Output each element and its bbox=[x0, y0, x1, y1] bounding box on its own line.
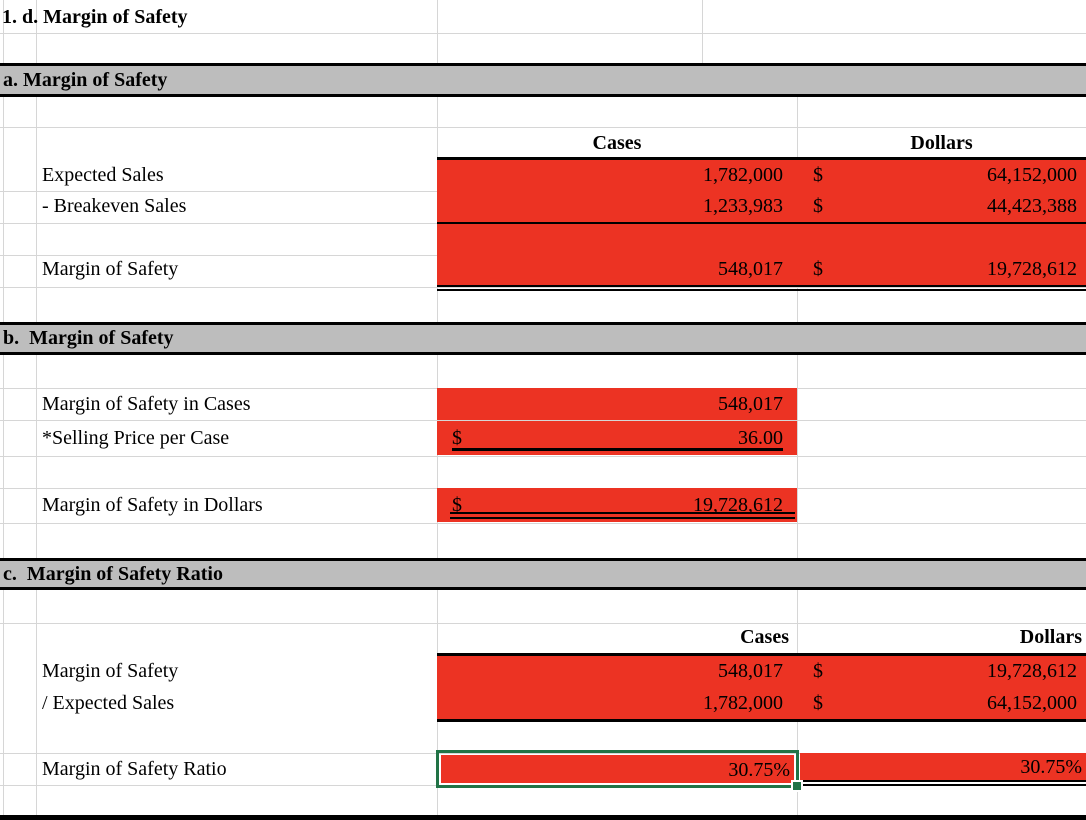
currency-symbol: $ bbox=[452, 427, 462, 449]
cell-selling-price-label[interactable]: *Selling Price per Case bbox=[42, 427, 230, 449]
section-a-banner[interactable]: a. Margin of Safety bbox=[0, 63, 1086, 97]
double-underline-c-1 bbox=[797, 780, 1086, 782]
gridline bbox=[3, 0, 4, 820]
cell-margin-of-safety-cases[interactable]: 548,017 bbox=[718, 258, 783, 280]
double-underline-a-2 bbox=[437, 289, 1086, 291]
section-b-banner[interactable]: b. Margin of Safety bbox=[0, 322, 1086, 355]
gridline bbox=[0, 127, 1086, 128]
gridline bbox=[702, 0, 703, 63]
gridline bbox=[0, 523, 1086, 524]
cell-ratio-expected-label[interactable]: / Expected Sales bbox=[42, 692, 175, 714]
dollars-value: 19,728,612 bbox=[987, 660, 1077, 682]
gridline bbox=[0, 33, 1086, 34]
subtraction-line-a bbox=[437, 222, 1086, 224]
double-underline-b-1 bbox=[450, 512, 795, 514]
dollars-value: 19,728,612 bbox=[693, 494, 783, 516]
border-top-c bbox=[437, 653, 1086, 656]
cell-ratio-mos-cases[interactable]: 548,017 bbox=[718, 660, 783, 682]
gridline bbox=[0, 456, 1086, 457]
cell-selling-price-value[interactable]: $ 36.00 bbox=[437, 421, 797, 454]
cell-expected-sales-dollars[interactable]: $ 64,152,000 bbox=[797, 160, 1086, 191]
currency-symbol: $ bbox=[813, 692, 823, 714]
fill-handle[interactable] bbox=[791, 780, 803, 792]
gridline bbox=[0, 623, 1086, 624]
highlight-cell-b1[interactable] bbox=[437, 388, 797, 420]
double-underline-c-2 bbox=[797, 784, 1086, 786]
gridline bbox=[0, 287, 1086, 288]
cell-expected-sales-label[interactable]: Expected Sales bbox=[42, 164, 164, 186]
gridline bbox=[0, 420, 1086, 421]
worksheet-title-cell[interactable]: 1. d. Margin of Safety bbox=[2, 6, 188, 28]
cell-mos-ratio-label[interactable]: Margin of Safety Ratio bbox=[42, 758, 227, 780]
cell-mos-in-dollars-label[interactable]: Margin of Safety in Dollars bbox=[42, 494, 263, 516]
single-underline-b bbox=[452, 448, 783, 451]
highlight-cell-b3[interactable] bbox=[437, 488, 797, 522]
highlight-cell-ratio-cases bbox=[441, 755, 794, 783]
currency-symbol: $ bbox=[813, 195, 823, 217]
highlight-cell-ratio-dollars[interactable] bbox=[800, 753, 1086, 780]
border-bottom-c bbox=[437, 719, 1086, 722]
border-top-a bbox=[437, 157, 1086, 160]
currency-symbol: $ bbox=[813, 164, 823, 186]
header-dollars-c[interactable]: Dollars bbox=[1019, 626, 1082, 648]
cell-mos-ratio-dollars[interactable]: 30.75% bbox=[1020, 756, 1082, 778]
currency-symbol: $ bbox=[813, 660, 823, 682]
gridline bbox=[797, 63, 798, 820]
cell-breakeven-sales-label[interactable]: - Breakeven Sales bbox=[42, 195, 187, 217]
double-underline-b-2 bbox=[450, 517, 795, 519]
selection-border: 30.75% bbox=[436, 750, 799, 788]
selected-cell-mos-ratio-cases[interactable]: 30.75% bbox=[728, 759, 790, 781]
cell-ratio-expected-dollars[interactable]: $ 64,152,000 bbox=[797, 688, 1086, 719]
cell-mos-in-cases-label[interactable]: Margin of Safety in Cases bbox=[42, 393, 251, 415]
dollars-value: 44,423,388 bbox=[987, 195, 1077, 217]
dollars-value: 64,152,000 bbox=[987, 692, 1077, 714]
cell-ratio-expected-cases[interactable]: 1,782,000 bbox=[703, 692, 783, 714]
section-c-banner[interactable]: c. Margin of Safety Ratio bbox=[0, 558, 1086, 590]
dollars-value: 64,152,000 bbox=[987, 164, 1077, 186]
cases-value: 36.00 bbox=[738, 427, 783, 449]
currency-symbol: $ bbox=[813, 258, 823, 280]
cell-ratio-mos-dollars[interactable]: $ 19,728,612 bbox=[797, 656, 1086, 687]
cell-mos-in-cases-value[interactable]: 548,017 bbox=[718, 393, 783, 415]
cell-ratio-mos-label[interactable]: Margin of Safety bbox=[42, 660, 179, 682]
cell-expected-sales-cases[interactable]: 1,782,000 bbox=[703, 164, 783, 186]
highlight-block-c[interactable] bbox=[437, 656, 1086, 719]
sheet-bottom-border bbox=[0, 815, 1086, 820]
gridline bbox=[0, 753, 1086, 754]
cell-margin-of-safety-label[interactable]: Margin of Safety bbox=[42, 258, 179, 280]
header-dollars-a[interactable]: Dollars bbox=[910, 132, 973, 154]
double-underline-a-1 bbox=[437, 285, 1086, 287]
header-cases-a[interactable]: Cases bbox=[592, 132, 642, 154]
cell-breakeven-sales-dollars[interactable]: $ 44,423,388 bbox=[797, 192, 1086, 222]
dollars-value: 19,728,612 bbox=[987, 258, 1077, 280]
gridline bbox=[36, 0, 37, 820]
header-cases-c[interactable]: Cases bbox=[740, 626, 789, 648]
cell-breakeven-sales-cases[interactable]: 1,233,983 bbox=[703, 195, 783, 217]
currency-symbol: $ bbox=[452, 494, 462, 516]
cell-margin-of-safety-dollars[interactable]: $ 19,728,612 bbox=[797, 254, 1086, 285]
cell-mos-in-dollars-value[interactable]: $ 19,728,612 bbox=[437, 488, 797, 521]
